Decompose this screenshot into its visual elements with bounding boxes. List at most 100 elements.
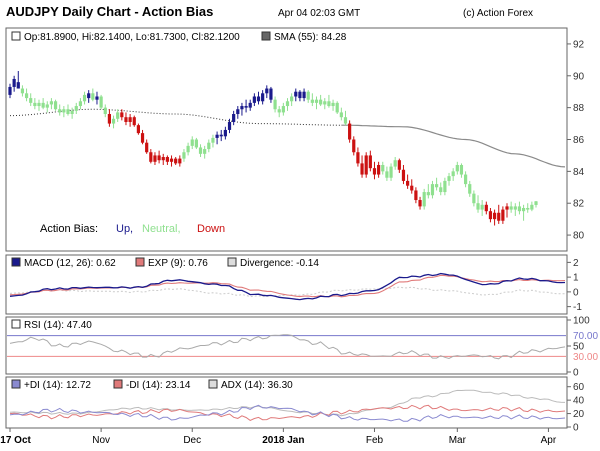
price-bar-body [153, 155, 157, 162]
price-tick-label: 84 [573, 167, 585, 178]
price-tick-label: 86 [573, 135, 585, 146]
price-bar [157, 150, 161, 164]
price-bar-body [29, 98, 33, 103]
rsi-legend: RSI (14): 47.40 [24, 320, 92, 331]
price-bar [111, 115, 116, 129]
price-bar [194, 137, 198, 150]
price-bar-body [174, 158, 178, 164]
price-bar-body [526, 207, 530, 210]
price-bar [488, 207, 493, 223]
price-legend: Op:81.8900, Hi:82.1400, Lo:81.7300, Cl:8… [11, 31, 347, 43]
price-bars [8, 71, 538, 226]
price-bar-body [476, 203, 480, 210]
price-bar [70, 107, 74, 119]
price-bar [103, 104, 107, 118]
exp-legend-swatch [135, 257, 145, 267]
price-bar [393, 157, 397, 170]
price-bar [87, 90, 91, 103]
dmi-tick-label: 0 [573, 423, 579, 434]
price-bar [169, 155, 174, 167]
ohlc-legend-swatch [11, 31, 21, 41]
price-bar-body [49, 101, 54, 105]
price-bar-body [157, 155, 161, 161]
price-bar [198, 144, 203, 158]
price-bar-body [145, 142, 149, 153]
x-tick-label: Feb [366, 435, 384, 446]
price-bar [459, 163, 464, 178]
price-bar-body [281, 106, 285, 113]
price-panel-frame [5, 27, 568, 252]
price-bar-body [517, 206, 522, 212]
price-bar [211, 134, 215, 148]
price-bar [414, 187, 418, 204]
price-bar [174, 157, 178, 165]
price-bar-body [401, 169, 406, 181]
macd-legend-swatch [11, 257, 21, 267]
macd-line [9, 272, 566, 301]
price-bar [178, 155, 182, 167]
price-bar [29, 93, 33, 107]
rsi-line [9, 334, 566, 360]
price-bar [306, 90, 310, 103]
price-bar-body [215, 134, 219, 138]
panel-frames [5, 27, 568, 429]
price-bar [401, 164, 406, 185]
price-bar-body [149, 152, 153, 162]
price-bar-body [161, 157, 165, 161]
price-bar-body [414, 190, 418, 201]
price-bar [526, 203, 530, 213]
price-bar [314, 96, 319, 110]
price-bar-body [186, 145, 190, 153]
rsi-tick-label: 0 [573, 368, 579, 379]
macd-legend: MACD (12, 26): 0.62 EXP (9): 0.76 Diverg… [11, 257, 319, 269]
price-bar-body [339, 112, 343, 118]
price-bar [298, 90, 302, 102]
price-bar-body [285, 101, 290, 107]
price-bar-body [372, 168, 377, 175]
price-bar-body [248, 102, 252, 108]
price-bar-body [70, 110, 74, 115]
price-bar [343, 110, 348, 126]
price-bar-body [261, 93, 265, 102]
price-bar [273, 96, 277, 113]
price-bar [377, 161, 381, 178]
price-bar [215, 131, 219, 145]
x-tick-label: 2017 Oct [0, 435, 32, 446]
price-bar-body [484, 204, 488, 212]
price-bar-body [343, 117, 348, 124]
price-bar-body [488, 211, 493, 220]
price-bar [443, 177, 447, 196]
price-bar-body [95, 96, 99, 100]
price-bar-body [66, 109, 70, 115]
price-bar-body [232, 114, 236, 122]
price-bar-body [128, 117, 132, 122]
price-y-axis: 92 90 88 86 84 82 80 [567, 39, 585, 242]
price-bar-body [443, 180, 447, 193]
price-bar-body [256, 96, 261, 102]
price-bar-body [78, 101, 83, 107]
price-bar [227, 118, 232, 134]
price-bar [468, 180, 472, 197]
mdi-legend: -DI (14): 23.14 [126, 380, 191, 391]
price-bar-body [385, 171, 389, 178]
price-bar [190, 136, 194, 150]
price-bar [24, 88, 29, 102]
price-bar [149, 149, 153, 164]
price-bar [381, 161, 385, 175]
price-bar-body [116, 112, 120, 119]
price-bar-body [406, 180, 410, 186]
price-bar-body [294, 91, 298, 97]
dmi-lines [9, 389, 566, 422]
price-bar-body [37, 102, 41, 107]
price-bar-body [302, 91, 306, 99]
price-bar-body [513, 206, 517, 210]
action-bias-neutral: Neutral, [142, 223, 181, 235]
chart-title: AUDJPY Daily Chart - Action Bias [6, 4, 213, 19]
price-bar [12, 75, 16, 92]
price-bar-body [124, 117, 128, 122]
price-bar-body [430, 184, 435, 196]
price-bar-body [87, 93, 91, 99]
price-bar [124, 112, 128, 126]
price-bar-body [207, 142, 211, 150]
